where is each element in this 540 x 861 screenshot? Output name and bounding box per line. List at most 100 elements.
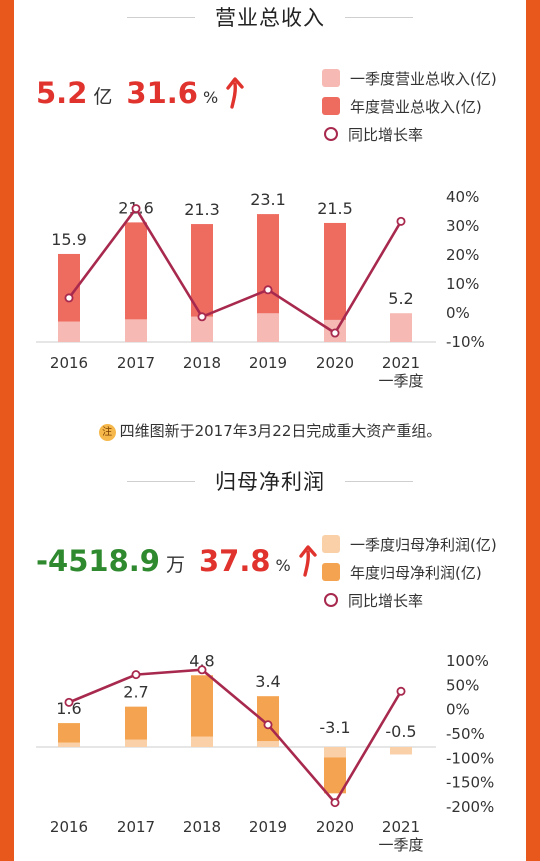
data-label: 4.8 <box>189 651 214 670</box>
data-label: 2.7 <box>123 683 148 702</box>
category-label: 2016 <box>50 818 88 836</box>
category-label: 2016 <box>50 354 88 372</box>
data-label: -0.5 <box>385 722 416 741</box>
bar-annual <box>191 224 213 342</box>
bar-annual <box>324 747 346 794</box>
bar-q1 <box>390 313 412 342</box>
bar-q1 <box>390 747 412 755</box>
bar-q1 <box>125 319 147 342</box>
legend-marker-growth <box>324 593 338 607</box>
revenue-legend: 一季度营业总收入(亿) 年度营业总收入(亿) 同比增长率 <box>322 64 497 148</box>
net-profit-chart: 1.6 2016 2.7 2017 4.8 2018 3.4 2019 -3.1 2020 -0.5… <box>36 651 494 854</box>
category-label: 2020 <box>316 818 354 836</box>
legend-label-growth: 同比增长率 <box>348 125 424 144</box>
data-label: 1.6 <box>56 699 81 718</box>
growth-point <box>197 665 207 675</box>
bar-q1 <box>58 742 80 747</box>
frame-right-border <box>526 0 540 861</box>
bar-q1 <box>257 741 279 747</box>
revenue-kpi-value: 5.2 <box>36 76 88 110</box>
bar-annual <box>125 706 147 747</box>
growth-point <box>396 216 406 226</box>
bar-annual <box>58 723 80 747</box>
growth-point <box>330 798 340 808</box>
bar-annual <box>191 675 213 747</box>
y2-tick-label: -200% <box>446 798 494 816</box>
category-label: 2017 <box>117 818 155 836</box>
y2-tick-label: 20% <box>446 246 479 264</box>
data-label: 5.2 <box>388 289 413 308</box>
bar-q1 <box>257 313 279 342</box>
revenue-kpi-unit: 亿 <box>93 86 113 108</box>
growth-point <box>197 312 207 322</box>
legend-label-year: 年度营业总收入(亿) <box>350 97 482 116</box>
legend-item-q1-revenue: 一季度营业总收入(亿) <box>322 64 497 92</box>
data-label: 3.4 <box>255 672 280 691</box>
revenue-title: 营业总收入 <box>215 6 325 30</box>
net-profit-kpi-pct-unit: % <box>275 556 291 575</box>
y2-tick-label: 0% <box>446 701 470 719</box>
legend-swatch-year <box>322 97 340 115</box>
y2-tick-label: 0% <box>446 304 470 322</box>
legend-item-q1-profit: 一季度归母净利润(亿) <box>322 530 497 558</box>
title-divider-right <box>345 16 413 18</box>
y2-tick-label: -10% <box>446 333 485 351</box>
data-label: 23.1 <box>250 190 286 209</box>
revenue-kpi-pct-unit: % <box>202 88 219 107</box>
bar-q1 <box>58 321 80 342</box>
legend-swatch-year <box>322 563 340 581</box>
legend-label-growth: 同比增长率 <box>348 591 424 610</box>
bar-annual <box>257 214 279 342</box>
category-label: 2021 <box>382 354 420 372</box>
category-label: 2017 <box>117 354 155 372</box>
data-label: 21.5 <box>317 199 353 218</box>
title-divider-right <box>345 480 413 482</box>
net-profit-kpi-value: -4518.9 <box>36 544 160 578</box>
bar-q1 <box>191 736 213 747</box>
growth-line <box>67 206 403 335</box>
net-profit-title: 归母净利润 <box>215 470 325 494</box>
category-label: 2018 <box>183 818 221 836</box>
legend-swatch-q1 <box>322 535 340 553</box>
data-label: -3.1 <box>319 718 350 737</box>
legend-label-year: 年度归母净利润(亿) <box>350 563 482 582</box>
note-text: 四维图新于2017年3月22日完成重大资产重组。 <box>119 422 442 440</box>
data-label: 15.9 <box>51 230 87 249</box>
growth-point <box>64 293 74 303</box>
up-arrow-icon <box>226 77 244 109</box>
category-label: 2019 <box>249 818 287 836</box>
legend-marker-growth <box>324 127 338 141</box>
growth-point <box>131 204 141 214</box>
legend-label-q1: 一季度归母净利润(亿) <box>350 535 497 554</box>
revenue-kpi: 5.2 亿 31.6 % <box>36 76 246 110</box>
category-label: 一季度 <box>378 372 423 390</box>
category-label: 2019 <box>249 354 287 372</box>
growth-point <box>131 670 141 680</box>
growth-point <box>263 720 273 730</box>
y2-tick-label: 50% <box>446 676 479 694</box>
growth-point <box>330 328 340 338</box>
revenue-chart: 15.9201621.6201721.3201823.1201921.52020… <box>36 188 485 390</box>
category-label: 2018 <box>183 354 221 372</box>
y2-tick-label: -150% <box>446 774 494 792</box>
bar-annual <box>125 222 147 342</box>
up-arrow-icon <box>299 545 317 577</box>
growth-point <box>263 285 273 295</box>
bar-annual <box>324 222 346 342</box>
legend-item-growth: 同比增长率 <box>322 120 497 148</box>
title-divider-left <box>127 480 195 482</box>
category-label: 2021 <box>382 818 420 836</box>
legend-label-q1: 一季度营业总收入(亿) <box>350 69 497 88</box>
y2-tick-label: 30% <box>446 217 479 235</box>
net-profit-kpi: -4518.9 万 37.8 % <box>36 544 319 578</box>
growth-point <box>396 686 406 696</box>
frame-left-border <box>0 0 14 861</box>
revenue-section-title: 营业总收入 <box>14 0 526 34</box>
y2-tick-label: -50% <box>446 725 485 743</box>
data-label: 21.3 <box>184 200 220 219</box>
footnote: 注四维图新于2017年3月22日完成重大资产重组。 <box>14 420 526 441</box>
growth-line <box>68 668 403 805</box>
note-badge: 注 <box>98 424 116 441</box>
net-profit-section-title: 归母净利润 <box>14 464 526 498</box>
title-divider-left <box>127 16 195 18</box>
